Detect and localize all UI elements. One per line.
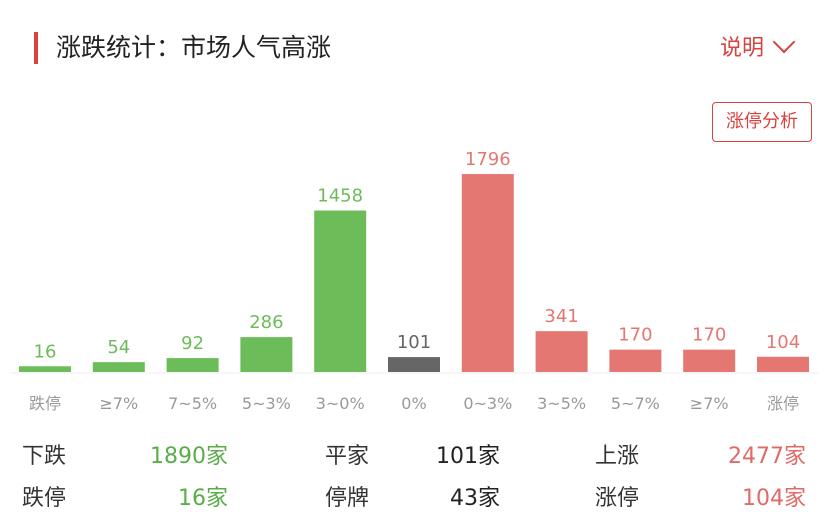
bar-value-label: 16 xyxy=(34,341,57,362)
stats-row: 跌停 16家 停牌 43家 涨停 104家 xyxy=(22,480,806,522)
category-label: 0% xyxy=(401,394,426,413)
page-title: 涨跌统计：市场人气高涨 xyxy=(34,32,331,64)
bar xyxy=(388,357,440,372)
bar xyxy=(166,358,219,372)
stat-label: 跌停 xyxy=(22,486,67,511)
stat-label: 涨停 xyxy=(595,486,640,511)
bar-value-label: 104 xyxy=(766,332,800,353)
category-label: 5~3% xyxy=(242,394,291,413)
bar-value-label: 54 xyxy=(107,337,130,358)
category-label: 5~7% xyxy=(611,394,660,413)
explain-button[interactable]: 说明 xyxy=(719,30,796,62)
category-label: ≥7% xyxy=(99,394,138,413)
category-label: 3~0% xyxy=(316,394,365,413)
bar-value-label: 341 xyxy=(544,306,578,327)
category-label: ≥7% xyxy=(690,394,729,413)
stat-label: 上涨 xyxy=(595,444,640,469)
stat-label: 停牌 xyxy=(325,486,370,511)
bar-value-label: 170 xyxy=(618,325,652,346)
category-label: 跌停 xyxy=(29,394,61,413)
stat-value: 1890家 xyxy=(150,444,228,469)
stat-value: 43家 xyxy=(450,486,500,511)
category-label: 3~5% xyxy=(537,394,586,413)
bar xyxy=(240,337,293,372)
explain-label: 说明 xyxy=(719,36,764,61)
bar xyxy=(19,366,71,372)
bar-value-label: 1458 xyxy=(317,186,363,207)
stat-value: 104家 xyxy=(742,486,806,511)
limit-analysis-button[interactable]: 涨停分析 xyxy=(712,102,812,142)
bar xyxy=(609,349,662,372)
bar xyxy=(314,210,367,372)
stats-summary: 下跌 1890家 平家 101家 上涨 2477家 跌停 16家 停牌 43家 … xyxy=(22,438,806,522)
stat-label: 下跌 xyxy=(22,444,67,469)
bar-value-label: 101 xyxy=(397,332,431,353)
stat-value: 16家 xyxy=(178,486,228,511)
stat-value: 101家 xyxy=(436,444,500,469)
bar xyxy=(683,349,736,372)
bar-value-label: 1796 xyxy=(465,149,511,170)
bar-value-label: 286 xyxy=(249,312,283,333)
bar-value-label: 92 xyxy=(181,333,204,354)
stat-label: 平家 xyxy=(325,444,370,469)
bar-value-label: 170 xyxy=(692,325,726,346)
chart: 16 跌停 54 ≥7% 92 7~5% 286 5~3% 1458 3~0% 101 0% 1796 0… xyxy=(10,149,818,413)
bar xyxy=(92,362,145,372)
stats-row: 下跌 1890家 平家 101家 上涨 2477家 xyxy=(22,438,806,480)
bar xyxy=(535,331,588,372)
category-label: 0~3% xyxy=(463,394,512,413)
bar xyxy=(757,356,809,372)
bar xyxy=(461,174,514,372)
category-label: 涨停 xyxy=(767,394,799,413)
stat-value: 2477家 xyxy=(728,444,806,469)
category-label: 7~5% xyxy=(168,394,217,413)
